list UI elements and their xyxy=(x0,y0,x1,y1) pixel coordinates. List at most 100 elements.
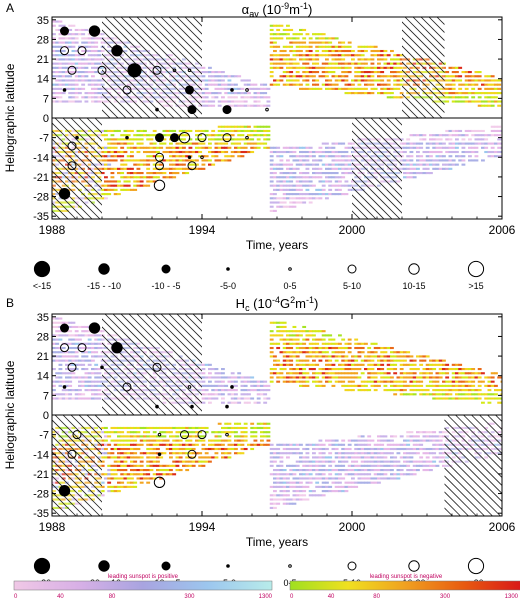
heatmap-cell xyxy=(58,498,63,501)
heatmap-cell xyxy=(419,172,424,175)
legend-circle xyxy=(347,264,357,274)
heatmap-cell xyxy=(52,83,56,86)
heatmap-cell xyxy=(468,71,472,74)
heatmap-cell xyxy=(468,75,472,78)
heatmap-cell xyxy=(214,83,219,86)
heatmap-cell xyxy=(393,443,398,446)
heatmap-cell xyxy=(422,439,427,442)
heatmap-cell xyxy=(370,71,375,74)
heatmap-cell xyxy=(84,176,89,179)
heatmap-cell xyxy=(260,134,264,137)
heatmap-cell xyxy=(429,66,433,69)
heatmap-cell xyxy=(377,452,381,455)
heatmap-cell xyxy=(445,150,450,154)
heatmap-cell xyxy=(286,71,290,74)
heatmap-cell xyxy=(429,435,433,438)
heatmap-cell xyxy=(113,473,118,476)
heatmap-cell xyxy=(52,37,56,40)
heatmap-cell xyxy=(419,464,424,467)
heatmap-cell xyxy=(458,435,463,438)
heatmap-cell xyxy=(325,150,329,154)
heatmap-cell xyxy=(175,426,180,430)
heatmap-cell xyxy=(152,473,157,476)
heatmap-cell xyxy=(273,201,277,204)
heatmap-cell xyxy=(195,401,199,404)
hatch-line xyxy=(112,17,202,107)
heatmap-cell xyxy=(162,435,167,438)
heatmap-cell xyxy=(357,384,362,387)
heatmap-cell xyxy=(204,71,209,74)
heatmap-cell xyxy=(126,155,131,158)
heatmap-cell xyxy=(318,45,323,48)
heatmap-cell xyxy=(289,167,294,170)
heatmap-cell xyxy=(451,71,456,74)
heatmap-cell xyxy=(195,397,199,400)
heatmap-cell xyxy=(68,66,73,69)
heatmap-cell xyxy=(230,380,235,383)
heatmap-cell xyxy=(237,452,242,455)
heatmap-cell xyxy=(221,393,225,396)
heatmap-cell xyxy=(100,456,105,459)
heatmap-cell xyxy=(188,380,193,383)
heatmap-cell xyxy=(435,138,440,141)
heatmap-cell xyxy=(87,176,92,179)
heatmap-cell xyxy=(487,75,492,78)
heatmap-cell xyxy=(396,452,401,455)
heatmap-cell xyxy=(321,188,326,191)
heatmap-cell xyxy=(87,92,92,95)
heatmap-cell xyxy=(416,435,420,438)
heatmap-cell xyxy=(399,71,404,74)
heatmap-cell xyxy=(182,159,186,162)
heatmap-cell xyxy=(380,464,385,467)
heatmap-cell xyxy=(315,473,320,476)
heatmap-cell xyxy=(240,87,245,90)
heatmap-cell xyxy=(130,477,134,480)
heatmap-cell xyxy=(435,435,440,438)
heatmap-cell xyxy=(162,452,167,455)
heatmap-cell xyxy=(247,443,251,446)
heatmap-cell xyxy=(156,439,160,442)
heatmap-cell xyxy=(432,79,437,82)
heatmap-cell xyxy=(74,150,79,154)
heatmap-cell xyxy=(159,146,164,149)
heatmap-cell xyxy=(305,62,310,65)
heatmap-cell xyxy=(383,83,388,86)
heatmap-cell xyxy=(211,100,216,103)
heatmap-cell xyxy=(445,79,450,82)
heatmap-cell xyxy=(191,100,196,103)
heatmap-cell xyxy=(217,125,222,128)
heatmap-cell xyxy=(91,142,95,145)
helicity-circle-positive xyxy=(187,161,197,171)
hatch-line xyxy=(144,17,202,75)
heatmap-cell xyxy=(471,134,476,137)
heatmap-cell xyxy=(182,172,186,175)
heatmap-cell xyxy=(224,134,229,137)
heatmap-cell xyxy=(412,142,417,145)
heatmap-cell xyxy=(178,384,183,387)
heatmap-cell xyxy=(253,83,258,86)
heatmap-cell xyxy=(308,66,313,69)
heatmap-cell xyxy=(289,180,294,183)
heatmap-cell xyxy=(347,54,352,57)
heatmap-cell xyxy=(120,100,125,103)
heatmap-cell xyxy=(487,397,492,400)
heatmap-cell xyxy=(214,452,219,455)
heatmap-cell xyxy=(204,87,209,90)
heatmap-cell xyxy=(334,37,339,40)
heatmap-cell xyxy=(409,75,414,78)
helicity-circle-positive xyxy=(222,133,232,143)
heatmap-cell xyxy=(471,79,476,82)
heatmap-cell xyxy=(87,62,92,65)
heatmap-cell xyxy=(269,66,274,69)
heatmap-cell xyxy=(78,33,82,36)
heatmap-cell xyxy=(347,159,352,162)
heatmap-cell xyxy=(126,431,131,434)
heatmap-cell xyxy=(247,125,251,128)
heatmap-cell xyxy=(328,473,333,476)
heatmap-cell xyxy=(214,134,219,137)
heatmap-cell xyxy=(399,79,404,82)
heatmap-cell xyxy=(269,193,274,196)
heatmap-cell xyxy=(123,45,128,48)
hatched-regions-a xyxy=(52,17,445,219)
heatmap-cell xyxy=(65,129,69,133)
